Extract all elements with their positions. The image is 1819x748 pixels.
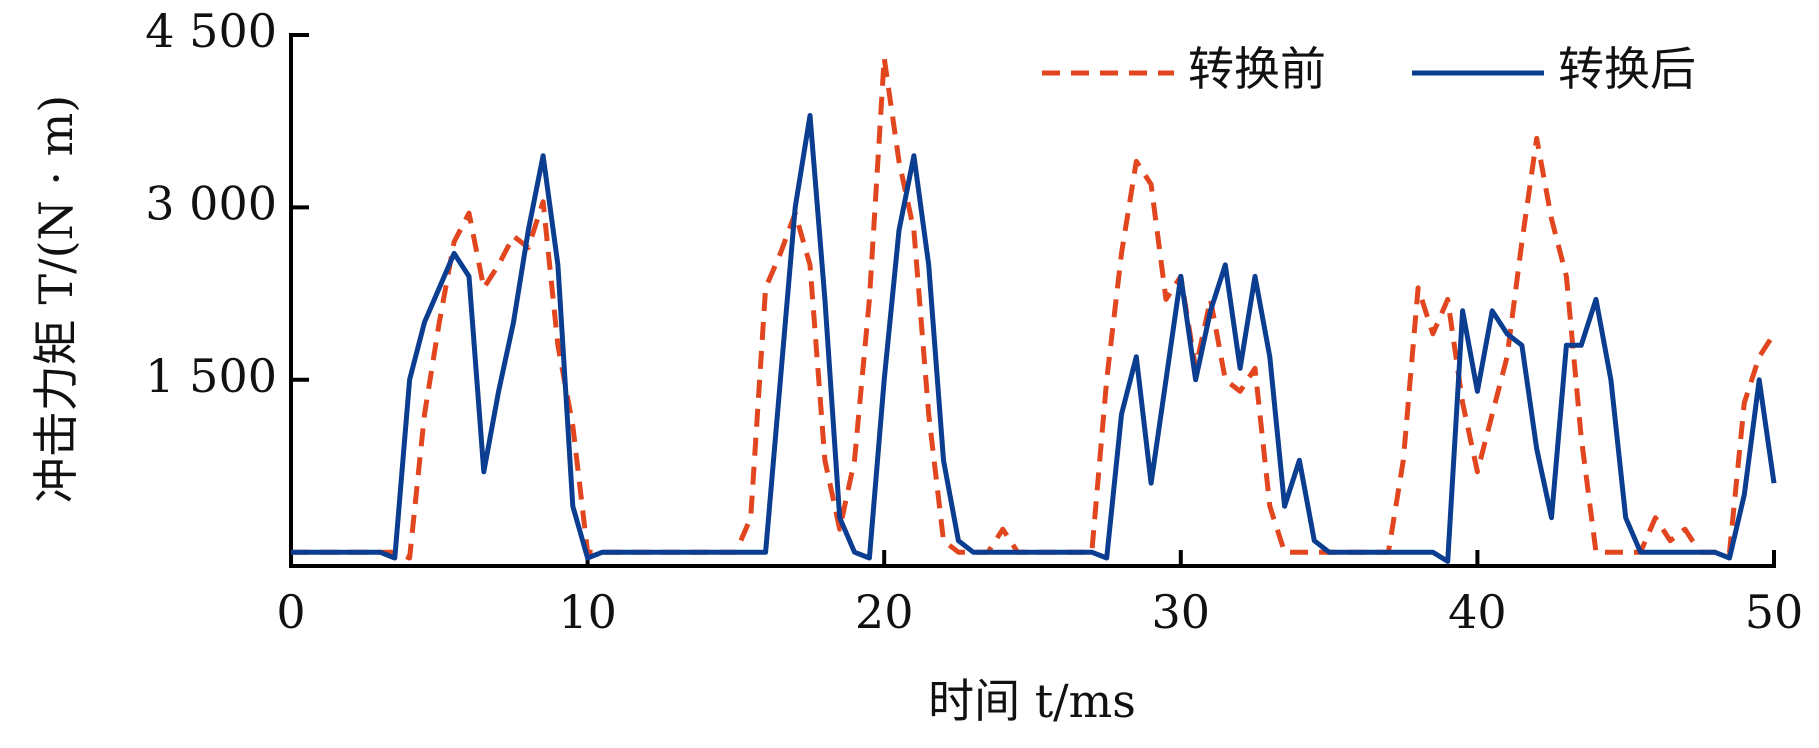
x-tick-label: 50 bbox=[1745, 585, 1804, 639]
x-tick-label: 30 bbox=[1152, 585, 1211, 639]
y-tick-label: 3 000 bbox=[145, 176, 277, 230]
series-line bbox=[291, 113, 1777, 564]
x-tick-label: 40 bbox=[1448, 585, 1507, 639]
x-axis-label: 时间 t/ms bbox=[928, 674, 1136, 728]
y-axis-label: 冲击力矩 T/(N · m) bbox=[29, 95, 83, 503]
x-tick-label: 20 bbox=[855, 585, 914, 639]
legend-label: 转换后 bbox=[1558, 42, 1696, 96]
x-tick-label: 10 bbox=[558, 585, 617, 639]
x-tick-label: 0 bbox=[276, 585, 305, 639]
y-tick-label: 4 500 bbox=[145, 4, 277, 58]
legend-label: 转换前 bbox=[1188, 42, 1326, 96]
y-tick-label: 1 500 bbox=[145, 349, 277, 403]
